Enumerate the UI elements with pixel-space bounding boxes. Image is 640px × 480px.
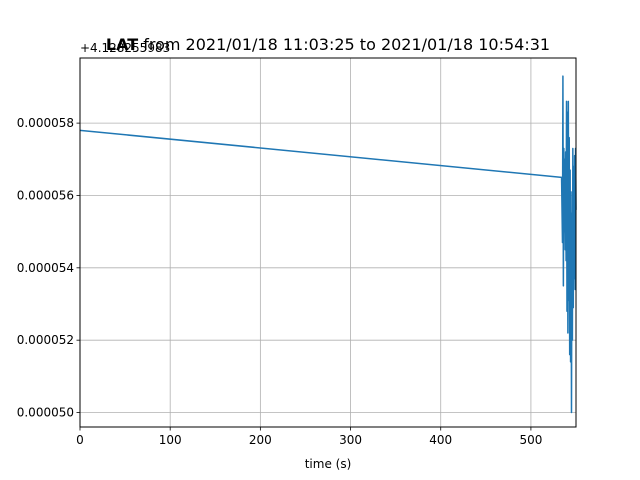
series-layer bbox=[79, 75, 577, 414]
x-axis: 0 100 200 300 400 500 bbox=[76, 427, 542, 447]
x-tick-label: 300 bbox=[339, 433, 362, 447]
grid bbox=[79, 58, 576, 427]
x-tick-label: 0 bbox=[76, 433, 84, 447]
x-tick-label: 200 bbox=[249, 433, 272, 447]
plot-area-frame bbox=[79, 57, 577, 428]
x-tick-label: 400 bbox=[429, 433, 452, 447]
y-tick-label: 0.000050 bbox=[17, 406, 74, 420]
chart-title-bold: LAT bbox=[106, 35, 138, 54]
y-axis: 0.000050 0.000052 0.000054 0.000056 0.000058 bbox=[17, 116, 80, 420]
y-tick-label: 0.000054 bbox=[17, 261, 74, 275]
chart-title: LAT from 2021/01/18 11:03:25 to 2021/01/… bbox=[106, 35, 550, 54]
x-tick-label: 500 bbox=[519, 433, 542, 447]
y-tick-label: 0.000058 bbox=[17, 116, 74, 130]
chart-title-rest: from 2021/01/18 11:03:25 to 2021/01/18 1… bbox=[138, 35, 550, 54]
x-tick-label: 100 bbox=[159, 433, 182, 447]
x-axis-label: time (s) bbox=[305, 457, 352, 471]
y-offset-text: +4.128255983 bbox=[80, 41, 170, 55]
lat-series-line bbox=[79, 75, 577, 414]
y-tick-label: 0.000052 bbox=[17, 333, 74, 347]
y-tick-label: 0.000056 bbox=[17, 188, 74, 202]
